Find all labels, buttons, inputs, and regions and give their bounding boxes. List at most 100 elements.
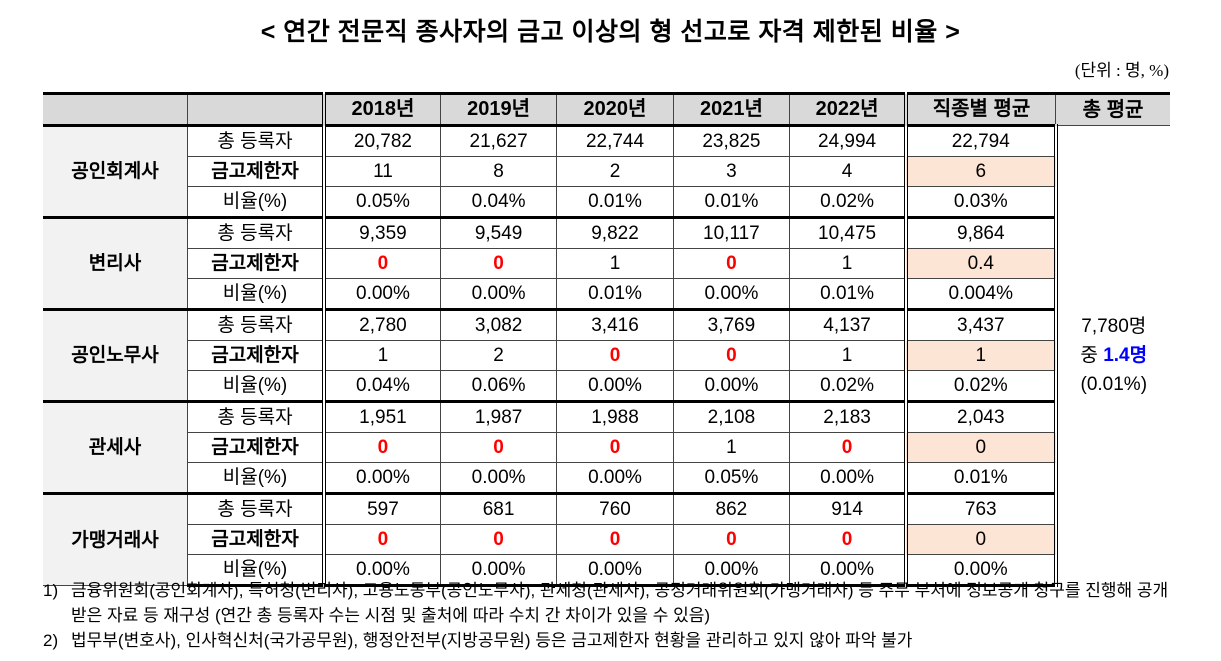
value-cell: 0 <box>439 248 558 279</box>
value-cell: 0.00% <box>672 370 791 402</box>
occupation-average-cell: 22,794 <box>905 124 1058 157</box>
value-cell: 23,825 <box>672 124 791 157</box>
occupation-name: 공인회계사 <box>43 124 188 218</box>
table-row: 금고제한자 0 0 0 1 0 0 <box>43 432 1170 463</box>
table-row: 공인노무사 총 등록자 2,780 3,082 3,416 3,769 4,137 3,437 <box>43 308 1170 402</box>
value-cell: 2 <box>439 340 558 371</box>
occupation-average-cell: 0 <box>905 432 1058 463</box>
occupation-name: 관세사 <box>43 400 188 494</box>
occupation-average-cell: 0.00% <box>905 554 1058 587</box>
value-cell: 0 <box>439 432 558 463</box>
row-label: 총 등록자 <box>186 400 326 433</box>
value-cell: 1 <box>323 340 441 371</box>
value-cell: 0.00% <box>439 462 558 494</box>
value-cell: 9,359 <box>323 216 441 249</box>
value-cell: 0.06% <box>439 370 558 402</box>
occupation-average-cell: 6 <box>905 156 1058 187</box>
value-cell: 0 <box>556 340 674 371</box>
value-cell: 0.04% <box>323 370 441 402</box>
restriction-table: 2018년 2019년 2020년 2021년 2022년 직종별 평균 총 평… <box>43 92 1170 587</box>
value-cell: 1,987 <box>439 400 558 433</box>
occupation-average-cell: 2,043 <box>905 400 1058 433</box>
value-cell: 0.00% <box>439 278 558 310</box>
value-cell: 0.05% <box>323 186 441 218</box>
value-cell: 597 <box>323 492 441 525</box>
occupation-average-cell: 9,864 <box>905 216 1058 249</box>
value-cell: 0 <box>323 524 441 555</box>
value-cell: 2,183 <box>789 400 909 433</box>
page-title: < 연간 전문직 종사자의 금고 이상의 형 선고로 자격 제한된 비율 > <box>260 18 961 46</box>
occupation-average-cell: 1 <box>905 340 1058 371</box>
value-cell: 0 <box>323 248 441 279</box>
value-cell: 0 <box>556 524 674 555</box>
row-label: 금고제한자 <box>186 156 326 187</box>
value-cell: 0.01% <box>556 278 674 310</box>
footnote-2: 2) 법무부(변호사), 인사혁신처(국가공무원), 행정안전부(지방공무원) … <box>43 631 913 650</box>
value-cell: 0.00% <box>556 554 674 587</box>
value-cell: 1,951 <box>323 400 441 433</box>
value-cell: 4,137 <box>789 308 909 341</box>
value-cell: 760 <box>556 492 674 525</box>
table-row: 관세사 총 등록자 1,951 1,987 1,988 2,108 2,183 2,043 <box>43 400 1170 494</box>
occupation-average-cell: 0 <box>905 524 1058 555</box>
header-occupation-average: 직종별 평균 <box>905 92 1057 126</box>
overall-average-cell: 7,780명 중 1.4명 (0.01%) <box>1053 125 1170 586</box>
value-cell: 21,627 <box>439 124 558 157</box>
value-cell: 8 <box>439 156 558 187</box>
value-cell: 0 <box>556 432 674 463</box>
occupation-average-cell: 0.004% <box>905 278 1058 310</box>
row-label: 금고제한자 <box>186 524 326 555</box>
value-cell: 9,549 <box>439 216 558 249</box>
value-cell: 9,822 <box>556 216 674 249</box>
table-row: 비율(%) 0.05% 0.04% 0.01% 0.01% 0.02% 0.03% <box>43 186 1170 218</box>
value-cell: 3 <box>672 156 791 187</box>
table-row: 비율(%) 0.00% 0.00% 0.00% 0.00% 0.00% 0.00% <box>43 554 1170 587</box>
value-cell: 0.00% <box>323 278 441 310</box>
occupation-average-cell: 0.02% <box>905 370 1058 402</box>
value-cell: 0.00% <box>789 462 909 494</box>
header-row: 2018년 2019년 2020년 2021년 2022년 직종별 평균 총 평… <box>43 92 1170 126</box>
value-cell: 681 <box>439 492 558 525</box>
value-cell: 1 <box>789 248 909 279</box>
value-cell: 3,769 <box>672 308 791 341</box>
row-label: 비율(%) <box>186 554 326 587</box>
value-cell: 24,994 <box>789 124 909 157</box>
value-cell: 0.00% <box>556 370 674 402</box>
occupation-average-cell: 0.01% <box>905 462 1058 494</box>
occupation-average-cell: 0.03% <box>905 186 1058 218</box>
value-cell: 0.04% <box>439 186 558 218</box>
value-cell: 0.02% <box>789 186 909 218</box>
value-cell: 10,117 <box>672 216 791 249</box>
occupation-average-cell: 3,437 <box>905 308 1058 341</box>
occupation-name: 공인노무사 <box>43 308 188 402</box>
row-label: 비율(%) <box>186 370 326 402</box>
row-label: 비율(%) <box>186 462 326 494</box>
value-cell: 1 <box>672 432 791 463</box>
row-label: 비율(%) <box>186 186 326 218</box>
value-cell: 0.00% <box>556 462 674 494</box>
table-row: 금고제한자 0 0 0 0 0 0 <box>43 524 1170 555</box>
header-total-average: 총 평균 <box>1055 92 1170 126</box>
row-label: 금고제한자 <box>186 432 326 463</box>
table-row: 비율(%) 0.00% 0.00% 0.01% 0.00% 0.01% 0.004% <box>43 278 1170 310</box>
occupation-average-cell: 0.4 <box>905 248 1058 279</box>
table-row: 공인회계사 총 등록자 20,782 21,627 22,744 23,825 24,994… <box>43 124 1170 586</box>
value-cell: 0.00% <box>789 554 909 587</box>
row-label: 총 등록자 <box>186 492 326 525</box>
value-cell: 0.05% <box>672 462 791 494</box>
value-cell: 0.01% <box>789 278 909 310</box>
table-row: 변리사 총 등록자 9,359 9,549 9,822 10,117 10,475 9,864 <box>43 216 1170 310</box>
value-cell: 3,082 <box>439 308 558 341</box>
occupation-average-cell: 763 <box>905 492 1058 525</box>
table-row: 금고제한자 0 0 1 0 1 0.4 <box>43 248 1170 279</box>
value-cell: 0.00% <box>323 462 441 494</box>
overall-restricted: 중 1.4명 <box>1080 345 1148 367</box>
overall-restricted-value: 1.4명 <box>1103 345 1148 367</box>
value-cell: 0 <box>439 524 558 555</box>
row-label: 비율(%) <box>186 278 326 310</box>
value-cell: 22,744 <box>556 124 674 157</box>
table-row: 금고제한자 11 8 2 3 4 6 <box>43 156 1170 187</box>
value-cell: 0.00% <box>672 278 791 310</box>
header-label <box>186 92 326 126</box>
row-label: 총 등록자 <box>186 216 326 249</box>
